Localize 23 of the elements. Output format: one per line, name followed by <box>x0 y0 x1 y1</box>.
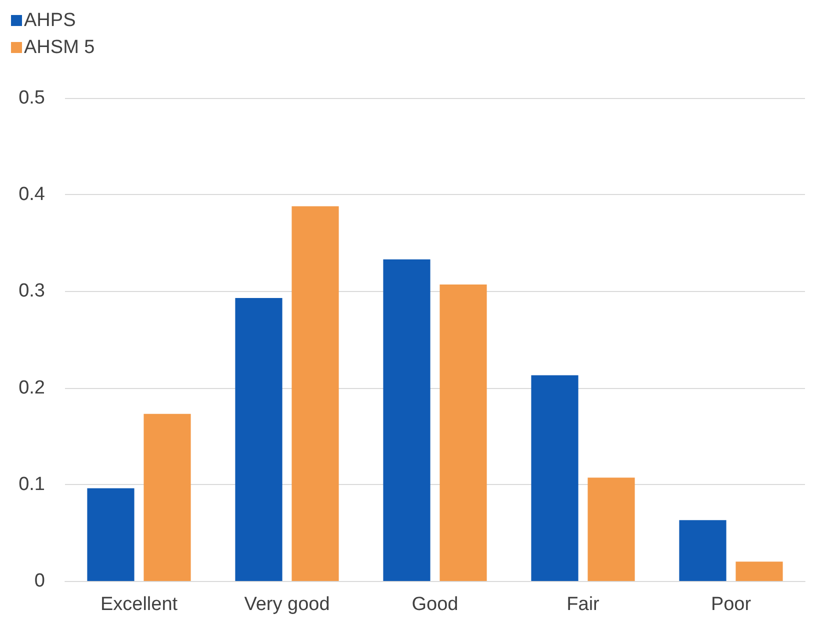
x-tick-label: Excellent <box>100 594 178 615</box>
bar <box>87 488 134 581</box>
bar <box>736 562 783 581</box>
bar <box>588 478 635 581</box>
bar <box>144 414 191 581</box>
bar <box>383 259 430 581</box>
bar <box>292 206 339 581</box>
y-tick-label: 0.3 <box>18 280 45 302</box>
bar <box>235 298 282 581</box>
x-tick-label: Fair <box>566 594 600 615</box>
legend-label: AHSM 5 <box>24 37 95 58</box>
x-tick-label: Very good <box>244 594 330 615</box>
y-tick-label: 0.5 <box>18 88 45 108</box>
y-tick-label: 0.2 <box>18 377 45 398</box>
legend-label: AHPS <box>24 10 76 31</box>
y-tick-label: 0.4 <box>18 184 46 206</box>
bar <box>440 284 487 581</box>
x-tick-label: Good <box>412 594 458 615</box>
y-tick-label: 0 <box>34 570 45 592</box>
y-tick-label: 0.1 <box>18 474 45 495</box>
x-tick-label: Poor <box>710 594 752 615</box>
bar <box>679 520 726 581</box>
bar <box>531 375 578 581</box>
